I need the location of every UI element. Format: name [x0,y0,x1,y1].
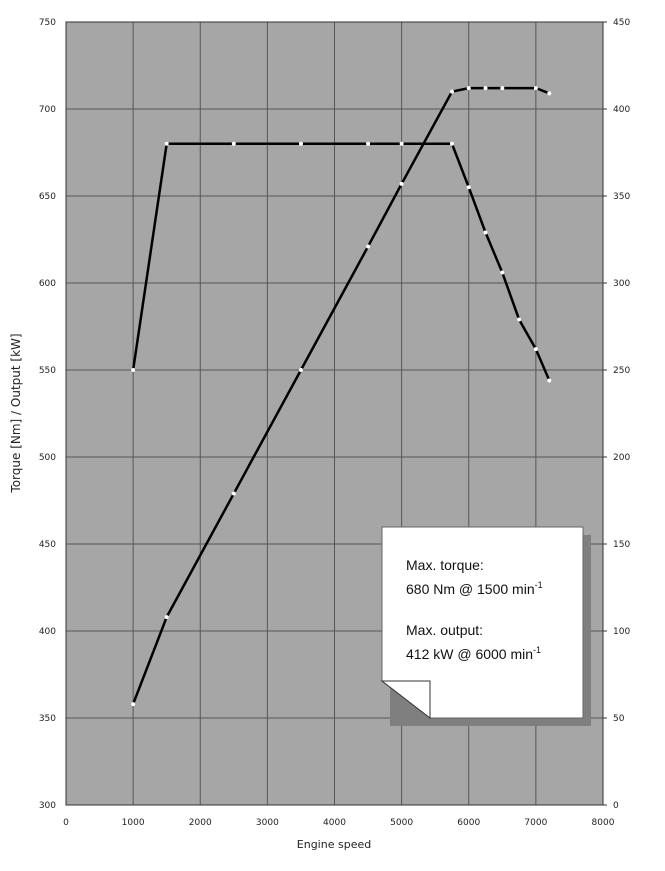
data-point [466,185,471,190]
data-point [298,141,303,146]
y2-tick-label: 200 [613,453,630,463]
note-text: 680 Nm @ 1500 min-1 [406,580,543,597]
data-point [298,368,303,372]
note-box [380,526,591,726]
y2-tick-label: 350 [613,192,630,202]
data-point [366,141,371,146]
note-line: 680 Nm @ 1500 min [406,581,535,597]
note-line: Max. torque: [406,557,484,573]
data-point [231,491,236,496]
data-point [366,244,371,249]
data-point [131,702,136,707]
y-tick-label: 400 [39,627,56,637]
y2-tick-label: 50 [613,714,625,724]
data-point [399,141,404,146]
y2-tick-label: 100 [613,627,630,637]
x-tick-label: 4000 [323,818,346,828]
data-point [533,347,538,352]
series-line [131,86,550,705]
note-text: Max. output: [406,622,483,638]
y2-tick-label: 450 [613,18,630,28]
plot-border [65,21,604,806]
y2-tick-label: 400 [613,105,630,115]
y-tick-label: 450 [39,540,56,550]
y-tick-label: 700 [39,105,56,115]
y2-tick-label: 300 [613,279,630,289]
data-point [500,86,505,91]
y-tick-label: 350 [39,714,56,724]
x-tick-label: 2000 [189,818,212,828]
note-superscript: -1 [535,580,543,590]
x-tick-label: 3000 [256,818,279,828]
y2-tick-label: 0 [613,801,619,811]
y-tick-label: 500 [39,453,56,463]
y-tick-label: 300 [39,801,56,811]
data-point [466,86,471,91]
data-point [500,270,505,275]
data-point [449,141,454,146]
y-tick-label: 550 [39,366,56,376]
note-line: 412 kW @ 6000 min [406,646,533,662]
data-point [483,230,488,235]
note-superscript: -1 [533,645,541,655]
x-axis-label: Engine speed [297,838,371,851]
x-tick-label: 1000 [122,818,145,828]
y-axis-label: Torque [Nm] / Output [kW] [9,333,23,493]
x-tick-label: 5000 [390,818,413,828]
x-tick-label: 6000 [457,818,480,828]
data-point [547,378,552,383]
data-point [164,141,169,146]
y2-tick-label: 250 [613,366,630,376]
y-tick-label: 600 [39,279,56,289]
x-tick-label: 7000 [524,818,547,828]
data-point [164,615,169,620]
data-point [547,91,552,96]
y2-tick-label: 150 [613,540,630,550]
data-point [131,368,136,372]
data-point [483,86,488,91]
note-text: 412 kW @ 6000 min-1 [406,645,541,662]
data-point [231,141,236,146]
data-point [399,181,404,186]
note-line: Max. output: [406,622,483,638]
note-text: Max. torque: [406,557,484,573]
y-tick-label: 750 [39,18,56,28]
data-point [517,317,522,322]
data-point [533,86,538,91]
data-point [449,89,454,94]
y-tick-label: 650 [39,192,56,202]
x-tick-label: 0 [63,818,69,828]
x-tick-label: 8000 [592,818,615,828]
